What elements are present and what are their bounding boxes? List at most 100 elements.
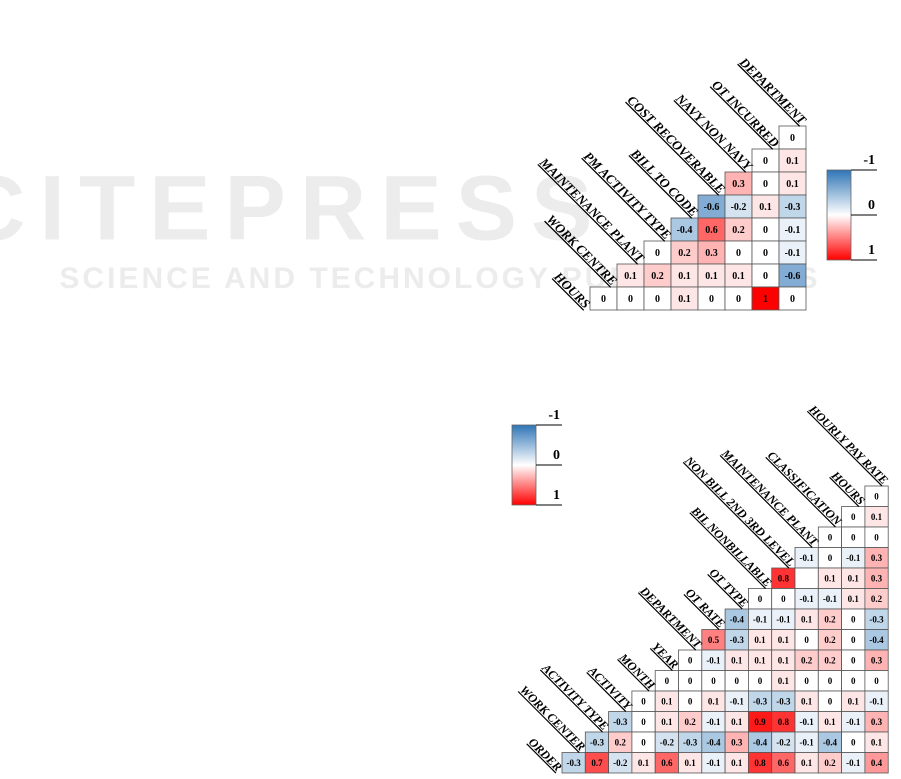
cell-label: 0 — [655, 294, 660, 305]
cell-label: 0.1 — [848, 696, 860, 706]
cell-label: 0 — [804, 635, 809, 645]
cell-label: 0 — [828, 696, 833, 706]
cell-label: -0.4 — [706, 737, 721, 747]
cell-label: 0.1 — [778, 635, 790, 645]
cell-label: -0.1 — [785, 225, 801, 236]
cell-label: 0 — [758, 594, 763, 604]
row-label: MONTH — [616, 650, 659, 693]
cell-label: 0.1 — [778, 655, 790, 665]
cell-label: -0.1 — [823, 594, 838, 604]
cell-label: 0.1 — [708, 696, 720, 706]
cell-label: 0.1 — [778, 676, 790, 686]
row-label: YEAR — [649, 640, 681, 672]
cell-label: -0.1 — [706, 758, 721, 768]
cell-label: 0 — [874, 676, 879, 686]
cell-label: 0.5 — [708, 635, 720, 645]
cell-label: 0.6 — [778, 758, 790, 768]
colorbar-tick-label: 1 — [868, 243, 875, 258]
cell-label: -0.6 — [704, 202, 720, 213]
cell-label: 0 — [665, 676, 670, 686]
row-label: HOURLY PAY RATE — [806, 402, 891, 487]
cell-label: -0.1 — [800, 717, 815, 727]
cell-label: 0.3 — [732, 179, 745, 190]
cell-label: -0.3 — [590, 737, 605, 747]
cell-label: 0.8 — [778, 717, 790, 727]
cell-label: 0.1 — [759, 202, 772, 213]
cell-label: 0.2 — [871, 594, 883, 604]
cell-label: 0.2 — [824, 614, 836, 624]
cell-label: -0.1 — [753, 614, 768, 624]
cell-label: 0.4 — [871, 758, 883, 768]
cell-label: -0.2 — [660, 737, 675, 747]
cell-label: -0.3 — [730, 635, 745, 645]
cell-label: 0.1 — [731, 655, 743, 665]
cell-label: 0.1 — [754, 635, 766, 645]
cell-label: 0.1 — [732, 271, 745, 282]
cell-label: 0 — [763, 271, 768, 282]
cell-label: 0.2 — [801, 655, 813, 665]
cell-label: 0.2 — [678, 248, 691, 259]
cell-label: -0.1 — [706, 655, 721, 665]
cell-label: 0 — [655, 248, 660, 259]
cell-label: 0 — [628, 294, 633, 305]
cell-label: 0.1 — [786, 179, 799, 190]
cell-label: 0.2 — [824, 758, 836, 768]
cell-label: -0.1 — [706, 717, 721, 727]
row-label: ORDER — [526, 735, 565, 774]
cell-label: 0.1 — [661, 717, 673, 727]
cell-label: 0 — [851, 614, 856, 624]
cell-label: 0 — [736, 248, 741, 259]
cell-label: -0.3 — [869, 614, 884, 624]
cell-label: 0.1 — [801, 614, 813, 624]
cell-label: 0 — [828, 532, 833, 542]
cell-label: 0 — [758, 676, 763, 686]
cell-label: -0.2 — [776, 737, 791, 747]
cell-label: 0.3 — [705, 248, 718, 259]
cell-label: 0 — [711, 676, 716, 686]
colorbar-tick-label: -1 — [548, 408, 560, 423]
cell-label: 0 — [851, 512, 856, 522]
cell-label: 0.6 — [661, 758, 673, 768]
heatmap-cell — [864, 752, 889, 774]
cell-label: -0.1 — [846, 758, 861, 768]
cell-label: 0 — [601, 294, 606, 305]
cell-label: 0.1 — [871, 512, 883, 522]
cell-label: 0 — [790, 294, 795, 305]
cell-label: 0.3 — [871, 553, 883, 563]
cell-label: 0 — [688, 676, 693, 686]
cell-label: -0.6 — [785, 271, 801, 282]
cell-label: 0.3 — [871, 717, 883, 727]
cell-label: 0.1 — [848, 594, 860, 604]
cell-label: 0 — [709, 294, 714, 305]
cell-label: 0.2 — [685, 717, 697, 727]
row-label: CLASSIFICATION — [765, 448, 846, 529]
cell-label: -0.2 — [613, 758, 628, 768]
cell-label: 0.1 — [754, 655, 766, 665]
cell-label: -0.1 — [869, 696, 884, 706]
cell-label: 0 — [641, 696, 646, 706]
cell-label: 0.2 — [824, 635, 836, 645]
cell-label: -0.4 — [823, 737, 838, 747]
cell-label: -0.1 — [785, 248, 801, 259]
cell-label: 0.1 — [731, 717, 743, 727]
cell-label: 0 — [763, 179, 768, 190]
cell-label: 0.8 — [754, 758, 766, 768]
cell-label: 0.1 — [801, 696, 813, 706]
cell-label: -0.1 — [800, 594, 815, 604]
heatmap-cell — [778, 286, 807, 311]
cell-label: 0 — [828, 676, 833, 686]
row-label: BIL NONBILLABLE — [688, 503, 774, 589]
colorbar — [826, 169, 852, 261]
cell-label: 0 — [688, 696, 693, 706]
cell-label: -0.3 — [683, 737, 698, 747]
row-label: COST RECOVERABLE — [625, 92, 729, 196]
cell-label: -0.4 — [869, 635, 884, 645]
cell-label: 1 — [763, 294, 768, 305]
cell-label: 0 — [804, 676, 809, 686]
cell-label: 0.3 — [871, 655, 883, 665]
cell-label: 0.1 — [848, 573, 860, 583]
cell-label: 0.9 — [754, 717, 766, 727]
cell-label: 0 — [790, 133, 795, 144]
cell-label: 0 — [763, 248, 768, 259]
cell-label: 0.2 — [732, 225, 745, 236]
